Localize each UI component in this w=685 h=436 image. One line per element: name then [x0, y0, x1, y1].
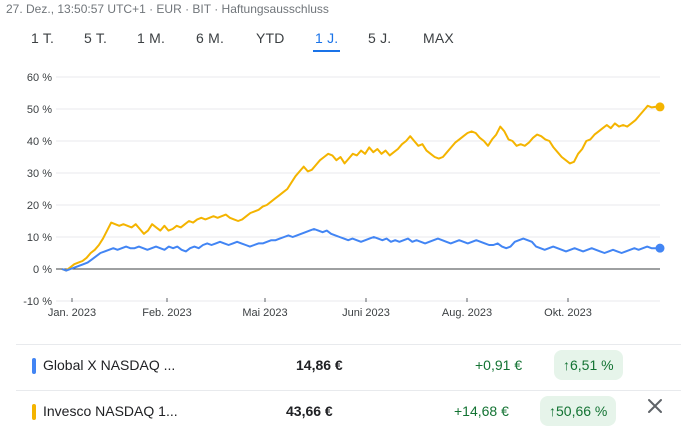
close-icon[interactable]	[644, 395, 666, 417]
divider	[16, 344, 681, 345]
tab-max[interactable]: MAX	[423, 30, 454, 46]
legend-row-global-x[interactable]: Global X NASDAQ ... 14,86 € +0,91 € ↑6,5…	[0, 346, 685, 386]
price-change: +0,91 €	[475, 357, 523, 373]
legend-row-invesco[interactable]: Invesco NASDAQ 1... 43,66 € +14,68 € ↑50…	[0, 392, 685, 432]
tab-1-day[interactable]: 1 T.	[31, 30, 55, 46]
series-color-marker	[32, 358, 36, 374]
tab-5-years[interactable]: 5 J.	[368, 30, 392, 46]
series-line-0	[61, 104, 661, 272]
price: 14,86 €	[296, 357, 343, 373]
tab-6-months[interactable]: 6 M.	[196, 30, 225, 46]
x-tick-label: Okt. 2023	[544, 307, 592, 319]
tab-1-month[interactable]: 1 M.	[137, 30, 166, 46]
timeframe-tabs: 1 T. 5 T. 1 M. 6 M. YTD 1 J. 5 J. MAX	[0, 30, 685, 52]
x-tick-label: Jan. 2023	[48, 307, 96, 319]
tab-ytd[interactable]: YTD	[256, 30, 285, 46]
x-tick-label: Feb. 2023	[142, 307, 192, 319]
y-tick-label: 50 %	[27, 104, 52, 116]
series-end-point	[655, 102, 665, 112]
tab-5-days[interactable]: 5 T.	[84, 30, 108, 46]
divider	[16, 390, 681, 391]
percent-change-badge: ↑50,66 %	[540, 396, 617, 426]
active-tab-underline	[313, 50, 341, 52]
series-color-marker	[32, 404, 36, 420]
quote-meta: 27. Dez., 13:50:57 UTC+1 · EUR · BIT · H…	[6, 2, 329, 16]
percent-change-badge: ↑6,51 %	[554, 350, 623, 380]
tab-1-year[interactable]: 1 J.	[313, 30, 341, 52]
security-name: Invesco NASDAQ 1...	[43, 403, 178, 419]
comparison-chart[interactable]: 60 % 50 % 40 % 30 % 20 % 10 % 0 % -10 % Jan. 20…	[0, 64, 685, 334]
price-change: +14,68 €	[454, 403, 509, 419]
arrow-up-icon: ↑	[549, 403, 556, 419]
y-tick-label: 20 %	[27, 200, 52, 212]
y-tick-label: 30 %	[27, 168, 52, 180]
x-tick-label: Aug. 2023	[442, 307, 492, 319]
series-end-point	[655, 243, 665, 253]
y-tick-label: 40 %	[27, 136, 52, 148]
y-tick-label: 0 %	[33, 264, 52, 276]
price: 43,66 €	[286, 403, 333, 419]
y-tick-label: 60 %	[27, 72, 52, 84]
y-tick-label: 10 %	[27, 232, 52, 244]
x-tick-label: Juni 2023	[342, 307, 390, 319]
arrow-up-icon: ↑	[563, 357, 570, 373]
series-line-1	[61, 228, 660, 272]
x-tick-label: Mai 2023	[242, 307, 287, 319]
y-tick-label: -10 %	[23, 296, 52, 308]
security-name: Global X NASDAQ ...	[43, 357, 176, 373]
